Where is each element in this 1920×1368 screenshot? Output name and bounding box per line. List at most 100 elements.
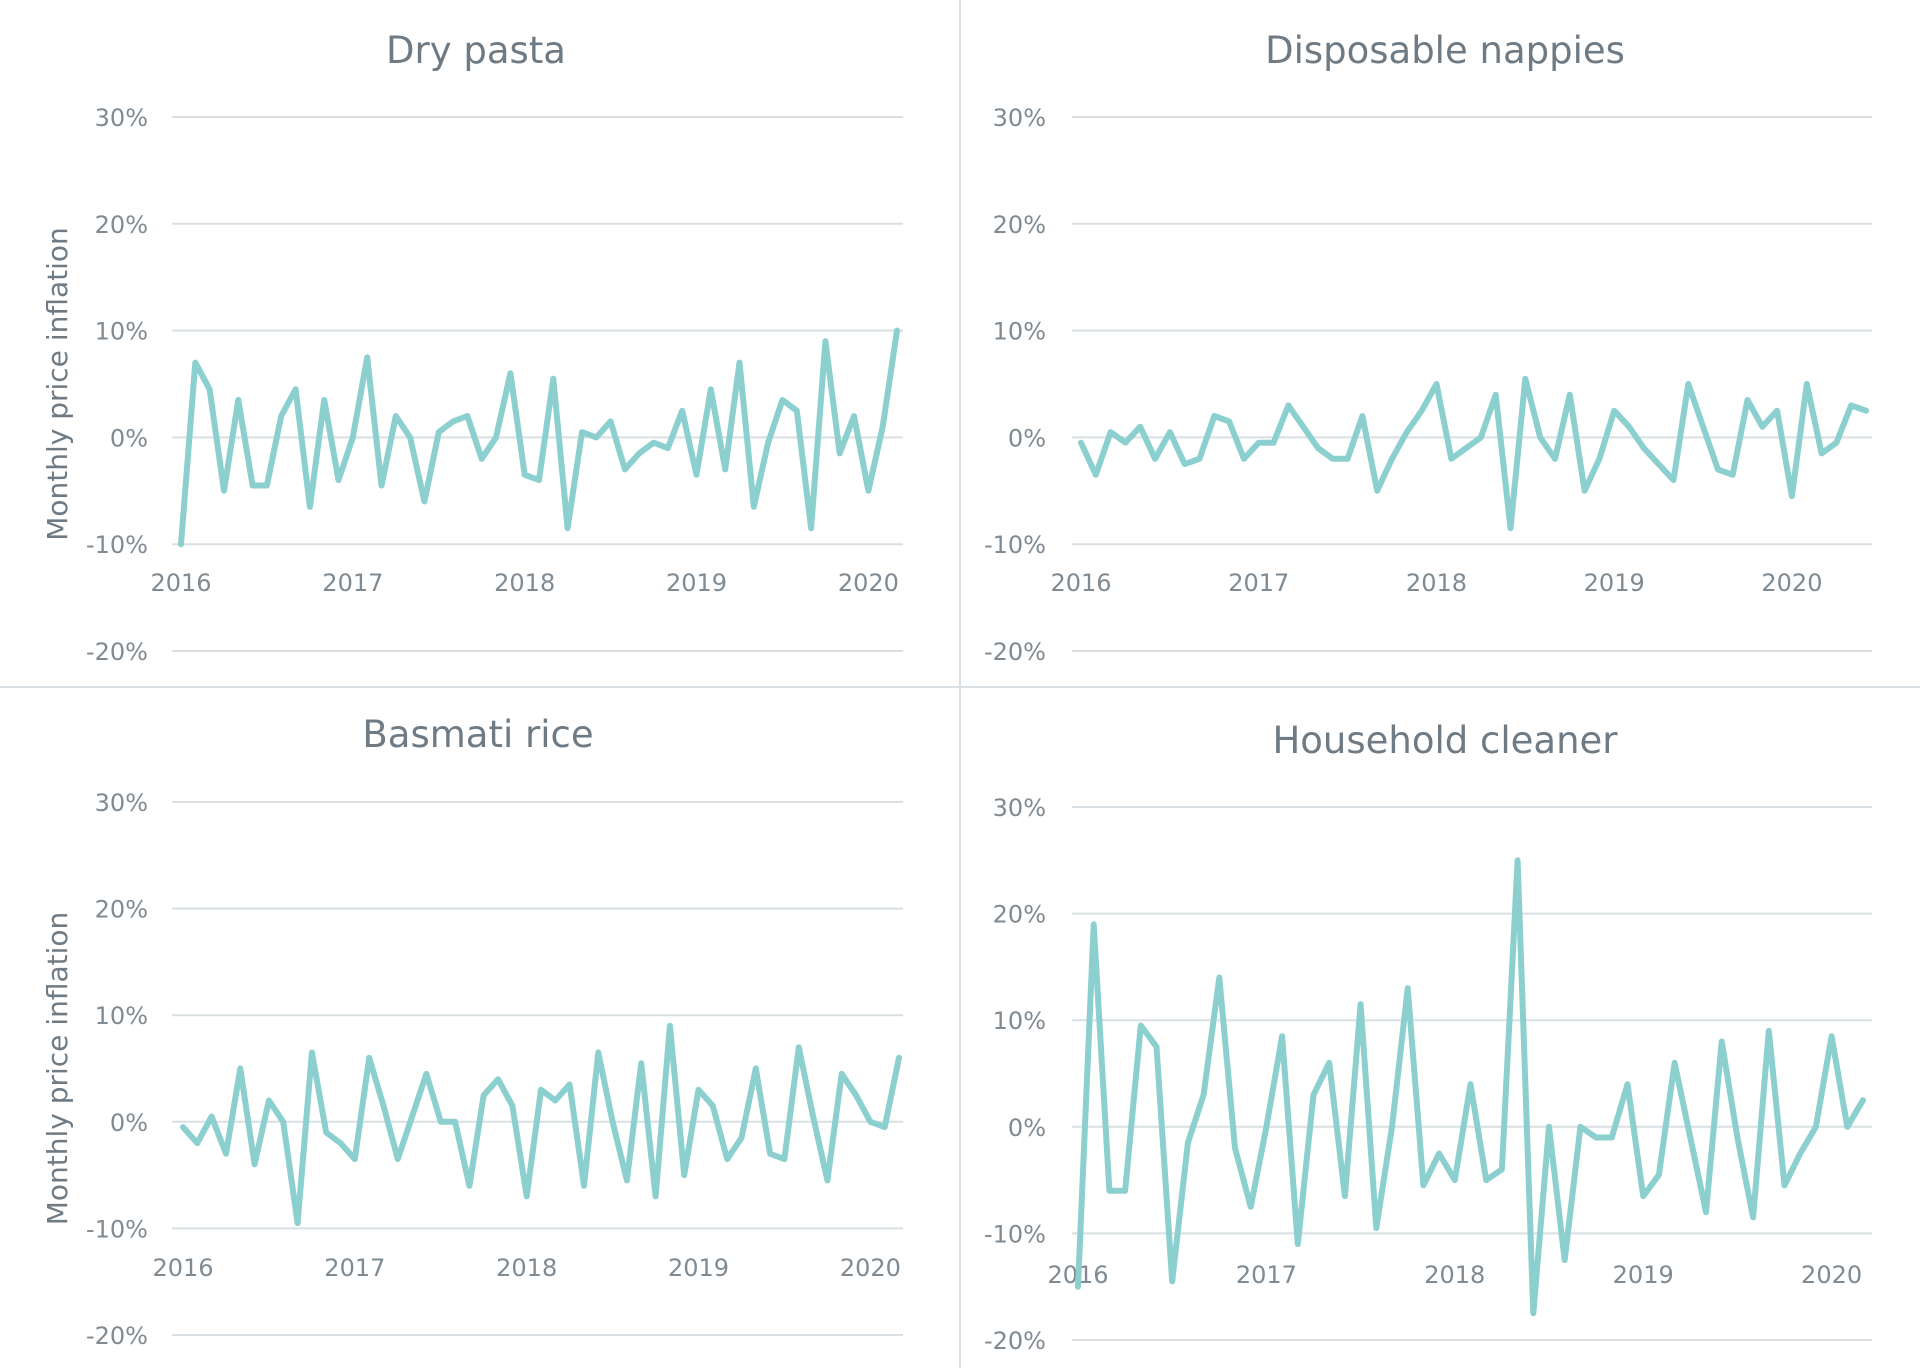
data-point [1211, 413, 1217, 419]
data-point [466, 1183, 472, 1189]
data-point [1730, 472, 1736, 478]
data-point [1493, 392, 1499, 398]
data-point [1330, 456, 1336, 462]
y-tick-label: -10% [984, 531, 1046, 559]
series-line [1078, 375, 1869, 532]
y-tick-label: 0% [1008, 424, 1046, 452]
data-point [379, 483, 385, 489]
data-point [839, 1071, 845, 1077]
data-point [737, 360, 743, 366]
data-point [1671, 477, 1677, 483]
data-point [1256, 440, 1262, 446]
data-point [1687, 1135, 1693, 1141]
data-point [751, 504, 757, 510]
y-tick-label: 20% [993, 211, 1046, 239]
data-point [665, 445, 671, 451]
chart-title: Basmati rice [362, 713, 593, 756]
x-tick-label: 2018 [496, 1254, 557, 1282]
data-point [1848, 402, 1854, 408]
data-point [567, 1082, 573, 1088]
chart-panel: -20% -10% 0% 10% 20% 30% 2016 2017 2018 2019 2020 D… [41, 29, 903, 666]
data-point [1358, 1001, 1364, 1007]
y-tick-label: 20% [95, 896, 148, 924]
data-point [1295, 1241, 1301, 1247]
data-point [1562, 1257, 1568, 1263]
data-point [235, 397, 241, 403]
data-point [350, 434, 356, 440]
data-point [1226, 418, 1232, 424]
data-point [1774, 408, 1780, 414]
data-point [1596, 456, 1602, 462]
data-point [653, 1193, 659, 1199]
data-point [278, 413, 284, 419]
series-line [1075, 857, 1866, 1317]
data-point [837, 450, 843, 456]
data-point [481, 1092, 487, 1098]
data-point [223, 1151, 229, 1157]
x-tick-label: 2020 [1801, 1261, 1862, 1289]
data-point [1419, 408, 1425, 414]
y-tick-label: -10% [86, 531, 148, 559]
data-point [1122, 1188, 1128, 1194]
data-point [293, 386, 299, 392]
data-point [722, 466, 728, 472]
data-point [739, 1135, 745, 1141]
data-point [438, 1119, 444, 1125]
data-point [681, 1172, 687, 1178]
data-point [808, 525, 814, 531]
data-point [1448, 456, 1454, 462]
vertical-divider [959, 0, 961, 1368]
chart-title: Dry pasta [386, 29, 566, 72]
chart-title: Household cleaner [1272, 719, 1618, 762]
data-point [1197, 456, 1203, 462]
data-point [1468, 1081, 1474, 1087]
y-tick-label: -10% [86, 1215, 148, 1243]
data-point [1611, 408, 1617, 414]
data-point [1389, 1124, 1395, 1130]
chart-panel: -20% -10% 0% 10% 20% 30% 2016 2017 2018 2019 2020 D… [984, 29, 1872, 666]
y-tick-label: 30% [95, 104, 148, 132]
data-point [1672, 1060, 1678, 1066]
data-point [1750, 1214, 1756, 1220]
data-point [1782, 1182, 1788, 1188]
data-point [1374, 488, 1380, 494]
data-point [1434, 381, 1440, 387]
data-point [638, 1060, 644, 1066]
x-tick-label: 2019 [668, 1254, 729, 1282]
data-point [880, 424, 886, 430]
data-point [307, 504, 313, 510]
data-point [624, 1177, 630, 1183]
data-point [1185, 1140, 1191, 1146]
data-point [1515, 857, 1521, 863]
data-point [1300, 424, 1306, 430]
y-tick-label: 0% [110, 424, 148, 452]
data-point [1078, 440, 1084, 446]
data-point [824, 1177, 830, 1183]
x-tick-label: 2020 [840, 1254, 901, 1282]
data-point [851, 413, 857, 419]
x-tick-label: 2017 [322, 569, 383, 597]
data-point [309, 1050, 315, 1056]
data-point [207, 386, 213, 392]
data-point [407, 434, 413, 440]
data-point [1154, 1044, 1160, 1050]
y-tick-label: 10% [95, 318, 148, 346]
data-point [779, 397, 785, 403]
x-tick-label: 2017 [1228, 569, 1289, 597]
data-point [552, 1098, 558, 1104]
data-point [1279, 1033, 1285, 1039]
data-point [250, 483, 256, 489]
chart-title: Disposable nappies [1265, 29, 1625, 72]
data-point [452, 1119, 458, 1125]
y-tick-label: -20% [86, 638, 148, 666]
data-point [651, 440, 657, 446]
data-point [1091, 921, 1097, 927]
data-point [853, 1092, 859, 1098]
data-point [323, 1130, 329, 1136]
data-point [1819, 450, 1825, 456]
y-tick-label: 30% [993, 794, 1046, 822]
data-point [1345, 456, 1351, 462]
data-point [753, 1066, 759, 1072]
data-point [1552, 456, 1558, 462]
data-point [1216, 975, 1222, 981]
